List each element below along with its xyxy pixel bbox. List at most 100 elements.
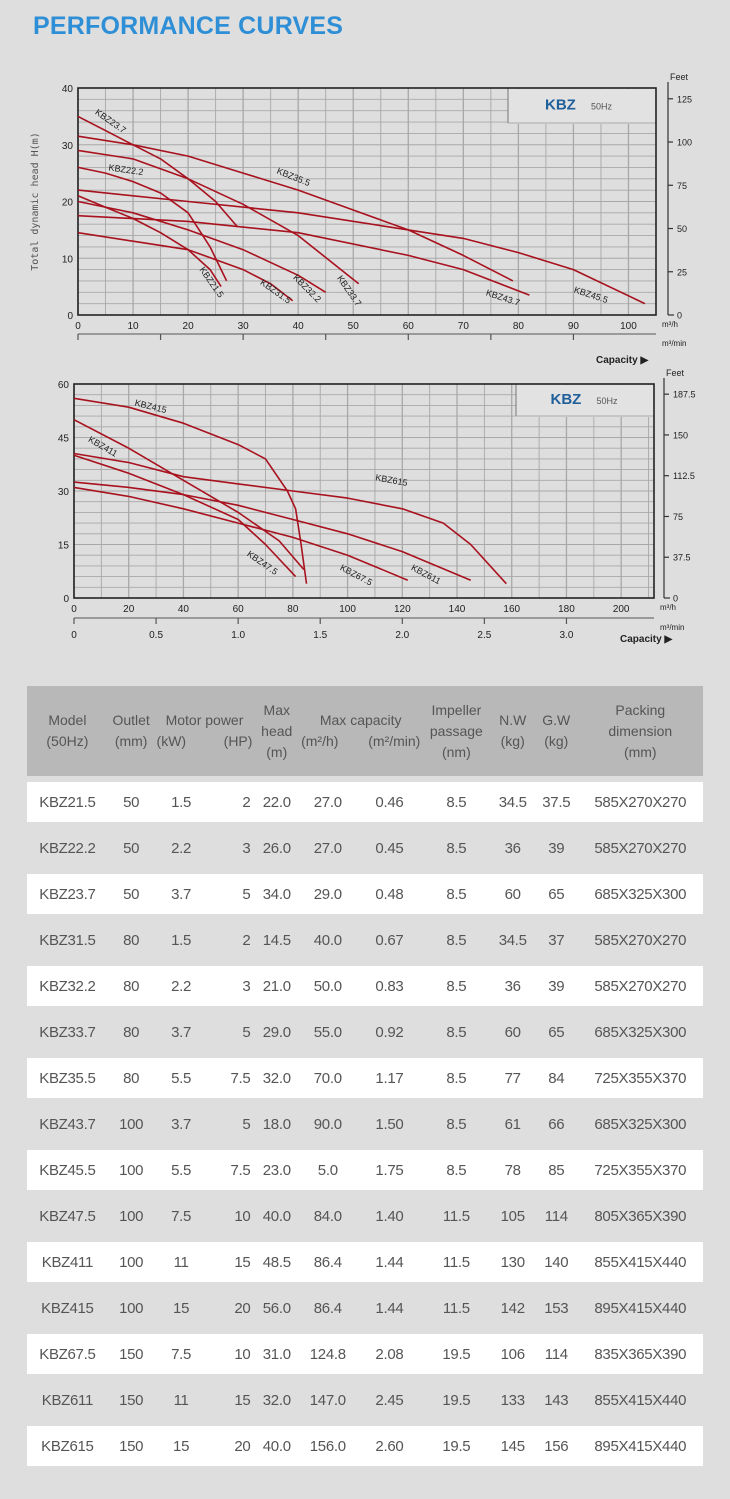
- table-cell: 32.0: [254, 1058, 300, 1098]
- table-cell: 36: [490, 828, 536, 868]
- table-cell: 65: [535, 1012, 578, 1052]
- table-cell: 895X415X440: [577, 1288, 703, 1328]
- table-row: KBZ45.5 100 5.5 7.5 23.0 5.0 1.75 8.5 78 85 725X35…: [27, 1150, 703, 1190]
- table-cell: 585X270X270: [577, 782, 703, 822]
- table-cell: 124.8: [299, 1334, 357, 1374]
- curve-label: KBZ47.5: [245, 549, 279, 577]
- table-cell: 3.7: [154, 1012, 208, 1052]
- x-tick-label: 80: [287, 604, 299, 615]
- table-cell: 50.0: [299, 966, 357, 1006]
- table-cell: 1.40: [356, 1196, 423, 1236]
- table-cell: 34.0: [254, 874, 300, 914]
- curves: [77, 115, 646, 305]
- table-cell: 2.2: [154, 966, 208, 1006]
- table-cell: 1.17: [356, 1058, 423, 1098]
- curve-label: KBZ31.5: [259, 277, 293, 305]
- performance-chart-large: KBZ 50Hz 0 15 30 45 60 0 20 40 60 80 100 120 140 160 180…: [58, 368, 696, 645]
- table-cell: 147.0: [299, 1380, 357, 1420]
- x-tick-label: 0: [71, 604, 77, 615]
- table-cell: 11.5: [422, 1242, 491, 1282]
- table-cell: 11.5: [422, 1288, 491, 1328]
- feet-tick-label: 150: [673, 430, 688, 440]
- table-cell: 0.92: [356, 1012, 423, 1052]
- table-cell: 685X325X300: [577, 874, 703, 914]
- x-tick-label: 40: [178, 604, 190, 615]
- table-cell: 5: [207, 1012, 255, 1052]
- plot-frame: [73, 383, 655, 599]
- table-cell: 585X270X270: [577, 920, 703, 960]
- table-cell: 78: [490, 1150, 536, 1190]
- table-cell: 7.5: [207, 1150, 255, 1190]
- header-max-capacity: Max capacity (m²/h) (m²/min): [299, 686, 423, 776]
- table-cell: 70.0: [299, 1058, 357, 1098]
- table-cell: 15: [154, 1288, 208, 1328]
- table-cell: 8.5: [422, 782, 491, 822]
- table-cell: KBZ67.5: [27, 1334, 108, 1374]
- table-cell: 1.75: [356, 1150, 423, 1190]
- table-cell: 7.5: [154, 1334, 208, 1374]
- table-cell: 19.5: [422, 1380, 491, 1420]
- table-cell: 77: [490, 1058, 536, 1098]
- brand-box: [508, 89, 655, 124]
- table-cell: 11.5: [422, 1196, 491, 1236]
- table-cell: 5: [207, 1104, 255, 1144]
- table-cell: 2.08: [356, 1334, 423, 1374]
- feet-tick-label: 75: [673, 512, 683, 522]
- table-cell: 3.7: [154, 1104, 208, 1144]
- table-cell: 18.0: [254, 1104, 300, 1144]
- axes: 0 15 30 45 60 0 20 40 60 80 100 120 140 160 180 200 m³/h…: [58, 368, 696, 645]
- y-tick-label: 45: [58, 434, 70, 445]
- feet-tick-label: 37.5: [673, 553, 691, 563]
- table-cell: 10: [207, 1196, 255, 1236]
- table-cell: 1.5: [154, 782, 208, 822]
- table-cell: 80: [107, 920, 155, 960]
- header-model: Model (50Hz): [27, 686, 108, 776]
- table-header: Model (50Hz) Outlet (mm) Motor power (kW)(…: [27, 686, 703, 776]
- feet-tick-label: 100: [677, 138, 692, 148]
- table-cell: 114: [535, 1334, 578, 1374]
- table-cell: 1.50: [356, 1104, 423, 1144]
- table-cell: 14.5: [254, 920, 300, 960]
- table-cell: 585X270X270: [577, 828, 703, 868]
- table-cell: 86.4: [299, 1288, 357, 1328]
- curve-kbz32-2: [77, 200, 327, 293]
- frequency-label: 50Hz: [597, 396, 619, 406]
- table-cell: 130: [490, 1242, 536, 1282]
- table-cell: 855X415X440: [577, 1380, 703, 1420]
- brand-logo: KBZ: [545, 97, 576, 114]
- curve-label: KBZ415: [134, 398, 168, 416]
- table-cell: 835X365X390: [577, 1334, 703, 1374]
- table-cell: 585X270X270: [577, 966, 703, 1006]
- table-cell: 145: [490, 1426, 536, 1466]
- table-cell: 48.5: [254, 1242, 300, 1282]
- table-row: KBZ33.7 80 3.7 5 29.0 55.0 0.92 8.5 60 65 685X325X…: [27, 1012, 703, 1052]
- table-cell: KBZ31.5: [27, 920, 108, 960]
- brand-box: [516, 385, 653, 417]
- table-cell: 0.83: [356, 966, 423, 1006]
- table-cell: 8.5: [422, 1104, 491, 1144]
- feet-tick-label: 0: [673, 594, 678, 604]
- table-cell: 156.0: [299, 1426, 357, 1466]
- table-cell: 100: [107, 1150, 155, 1190]
- table-cell: 100: [107, 1196, 155, 1236]
- table-cell: 61: [490, 1104, 536, 1144]
- capacity-label: Capacity ▶: [596, 355, 649, 365]
- x-tick-label: 100: [339, 604, 356, 615]
- table-cell: KBZ411: [27, 1242, 108, 1282]
- table-cell: 19.5: [422, 1426, 491, 1466]
- table-cell: 2: [207, 782, 255, 822]
- svg-text:m³/h: m³/h: [660, 603, 676, 612]
- table-cell: KBZ45.5: [27, 1150, 108, 1190]
- table-cell: 29.0: [254, 1012, 300, 1052]
- curve-kbz615: [73, 452, 507, 585]
- table-cell: 8.5: [422, 1012, 491, 1052]
- table-cell: 11: [154, 1242, 208, 1282]
- y-tick-label: 40: [62, 84, 74, 95]
- table-cell: 725X355X370: [577, 1058, 703, 1098]
- frequency-label: 50Hz: [591, 102, 613, 112]
- table-cell: 855X415X440: [577, 1242, 703, 1282]
- table-cell: 143: [535, 1380, 578, 1420]
- table-cell: 11: [154, 1380, 208, 1420]
- table-cell: 895X415X440: [577, 1426, 703, 1466]
- table-cell: 80: [107, 966, 155, 1006]
